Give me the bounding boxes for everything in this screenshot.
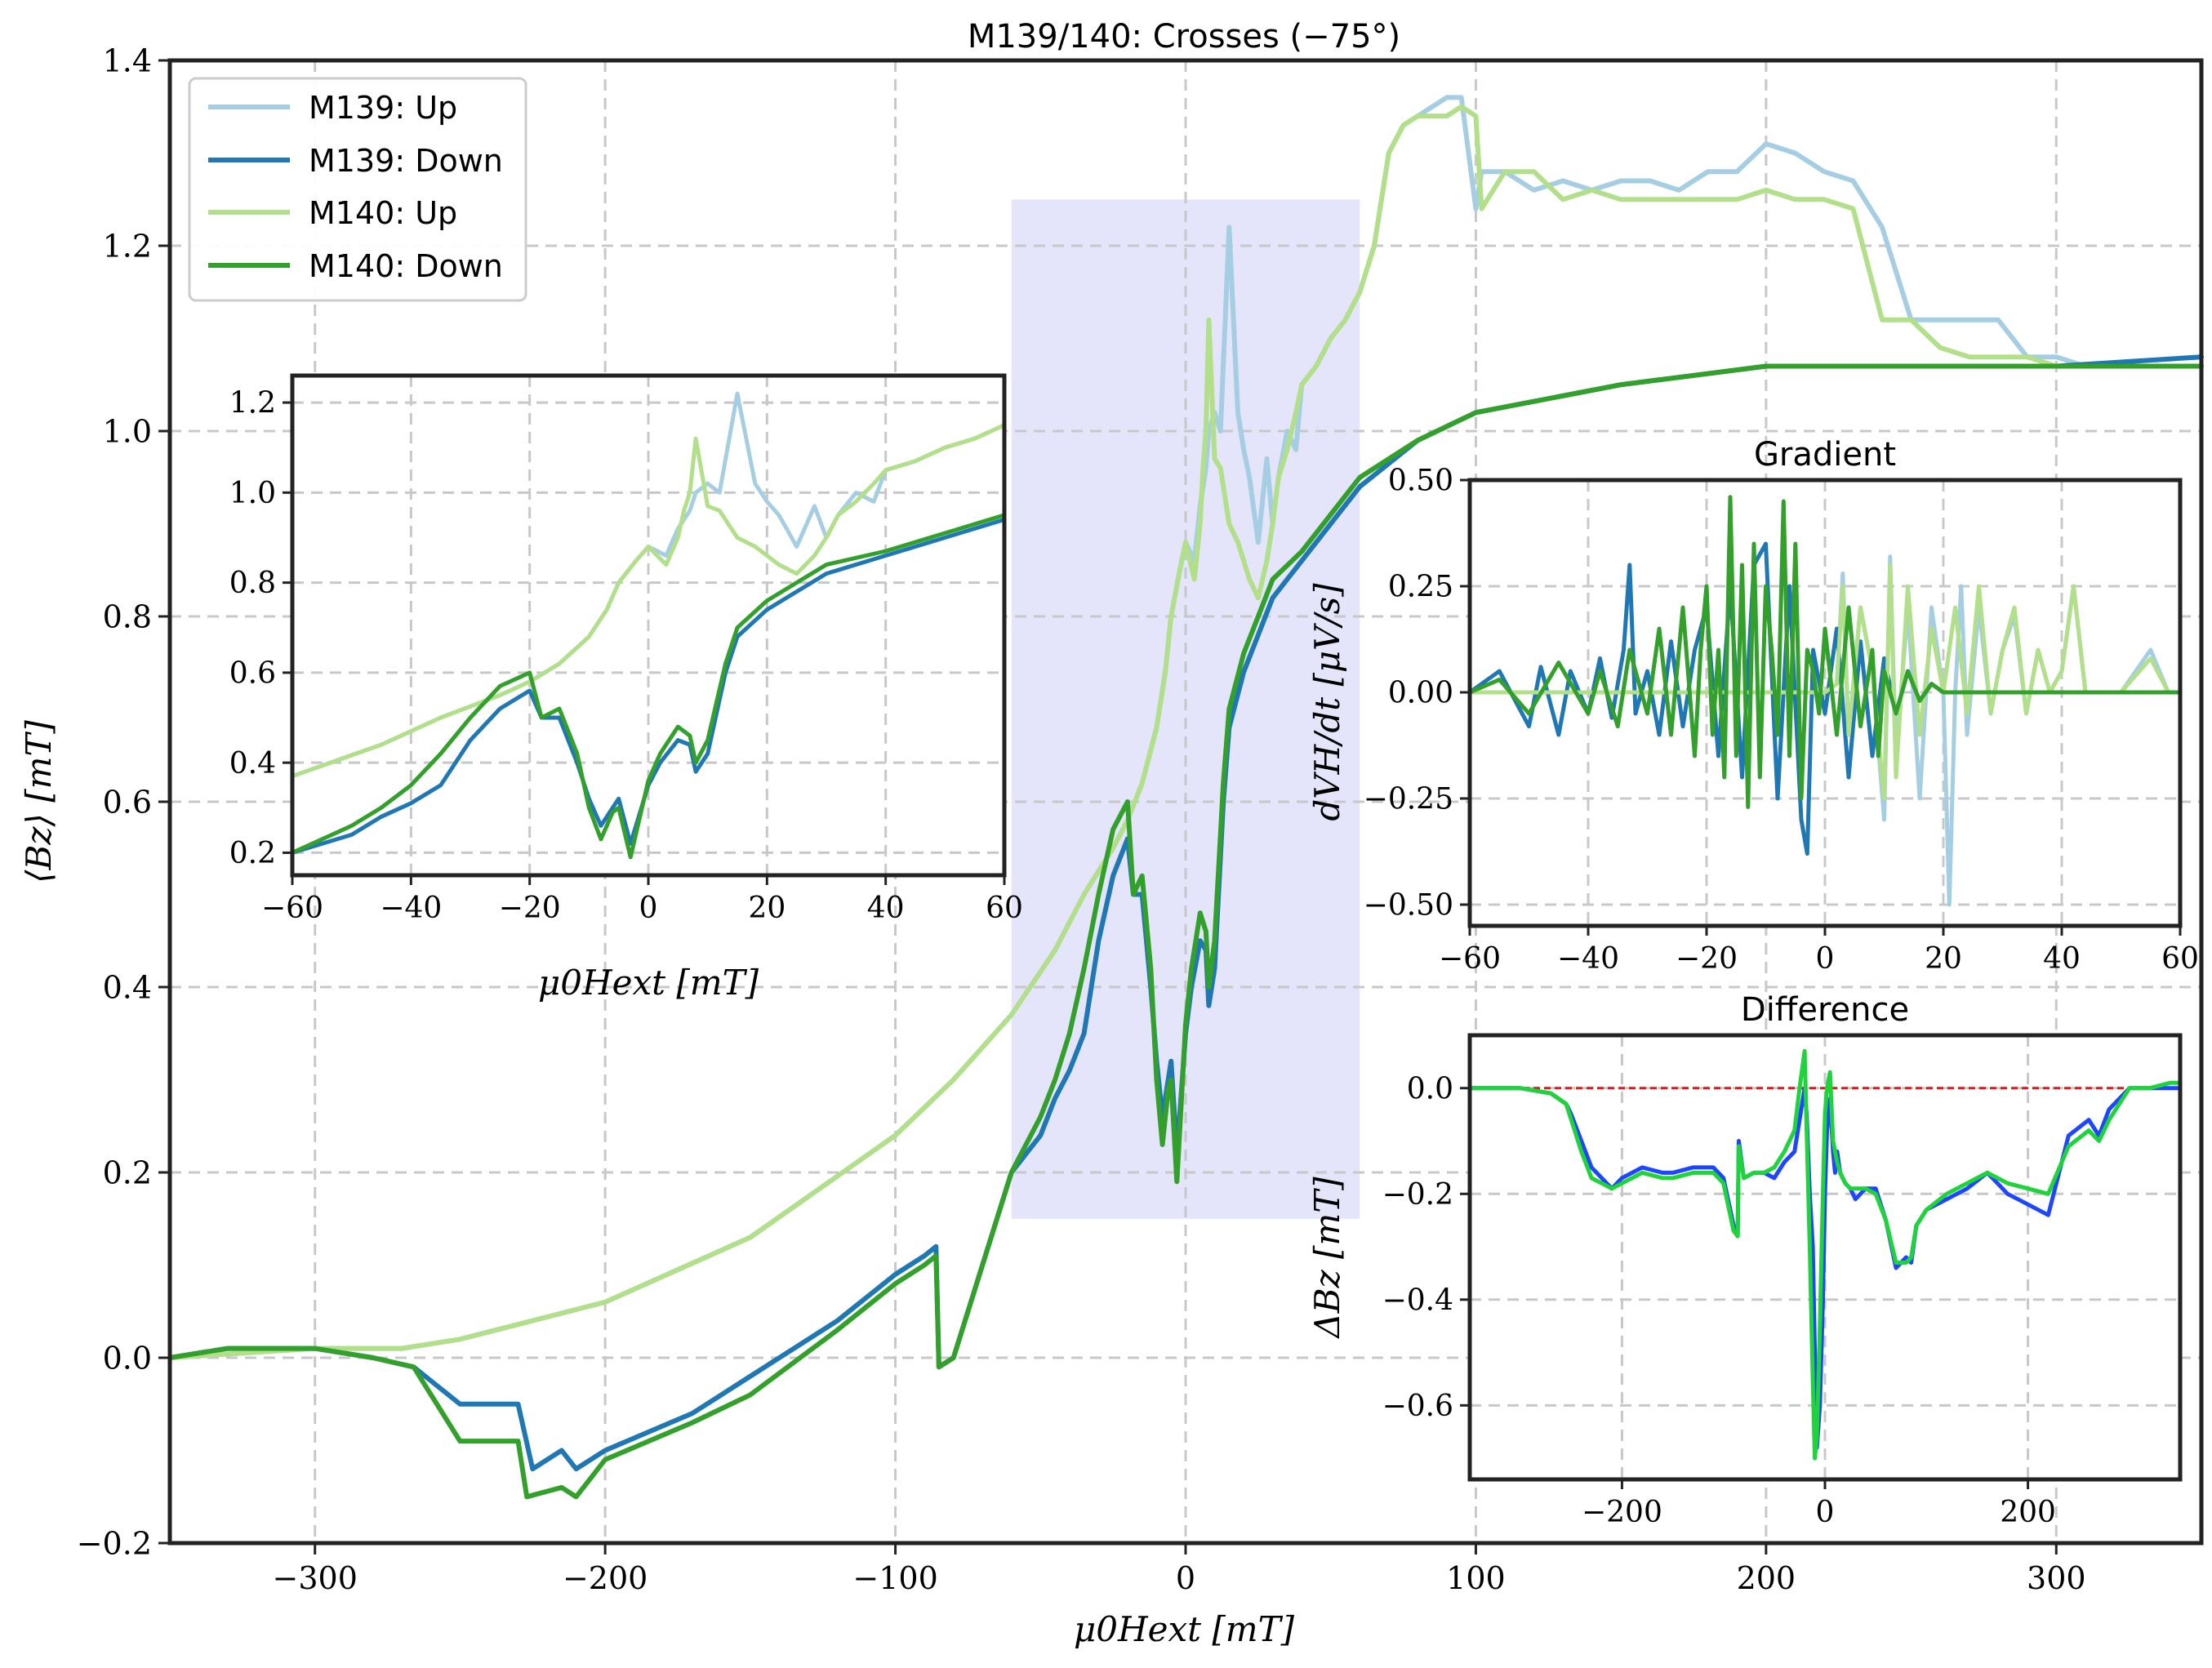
difference-ticks: −200 0 200 −0.6 −0.4 −0.2 0.0 bbox=[1382, 1072, 2056, 1529]
x-tick-label: 0 bbox=[1176, 1560, 1195, 1596]
legend-label-m139-up: M139: Up bbox=[309, 90, 457, 126]
chart-title: M139/140: Crosses (−75°) bbox=[968, 18, 1400, 56]
series-line-m140 bbox=[1467, 1048, 2183, 1461]
x-tick-label: 0 bbox=[1816, 1496, 1835, 1529]
main-ticks: −300 −200 −100 0 100 200 300−0.20.00.20.40.60.… bbox=[77, 42, 2086, 1596]
series-line-m140-up bbox=[290, 423, 1007, 779]
y-tick-label: 0.6 bbox=[103, 784, 152, 820]
y-tick-label: 1.0 bbox=[229, 477, 276, 510]
y-tick-label: 0.50 bbox=[1388, 465, 1453, 498]
y-tick-label: 0.25 bbox=[1388, 571, 1453, 604]
x-tick-label: −100 bbox=[852, 1560, 937, 1596]
y-tick-label: −0.4 bbox=[1382, 1283, 1453, 1317]
difference-series bbox=[1467, 1048, 2183, 1461]
y-tick-label: −0.50 bbox=[1364, 889, 1453, 923]
y-tick-label: 0.2 bbox=[229, 837, 276, 870]
x-tick-label: −40 bbox=[380, 892, 442, 925]
x-tick-label: 20 bbox=[1925, 942, 1962, 976]
x-tick-label: 0 bbox=[639, 892, 658, 925]
x-tick-label: −200 bbox=[563, 1560, 648, 1596]
gradient-series bbox=[1467, 495, 2183, 907]
zoom-x-axis-label: μ0Hext [mT] bbox=[538, 963, 759, 1003]
y-tick-label: 1.4 bbox=[103, 42, 152, 78]
x-tick-label: 100 bbox=[1446, 1560, 1506, 1596]
x-tick-label: −200 bbox=[1582, 1496, 1662, 1529]
series-line-m140-down bbox=[1467, 495, 2183, 809]
y-tick-label: −0.25 bbox=[1364, 783, 1453, 816]
x-tick-label: −20 bbox=[1676, 942, 1738, 976]
legend-box bbox=[188, 77, 527, 302]
y-tick-label: 0.8 bbox=[229, 567, 276, 600]
y-tick-label: −0.2 bbox=[77, 1525, 152, 1561]
y-tick-label: 0.6 bbox=[229, 656, 276, 690]
x-tick-label: −300 bbox=[273, 1560, 358, 1596]
x-tick-label: −20 bbox=[499, 892, 561, 925]
x-tick-label: 20 bbox=[748, 892, 786, 925]
x-tick-label: 300 bbox=[2027, 1560, 2086, 1596]
gradient-inset: −60 −40 −20 0 20 40 60 −0.50 −0.25 0.00 0.25 0.50 G… bbox=[1307, 436, 2199, 976]
main-series bbox=[167, 95, 2204, 1500]
zoom-series bbox=[290, 391, 1007, 860]
zoom-inset: −60 −40 −20 0 20 40 60 0.2 0.4 0.6 0.8 1.0 1.2 μ0Hex… bbox=[229, 373, 1023, 1003]
legend: M139: Up M139: Down M140: Up M140: Down bbox=[188, 77, 527, 302]
main-x-axis-label: μ0Hext [mT] bbox=[1074, 1609, 1295, 1649]
y-tick-label: 0.8 bbox=[103, 598, 152, 634]
x-tick-label: −40 bbox=[1557, 942, 1619, 976]
gradient-ticks: −60 −40 −20 0 20 40 60 −0.50 −0.25 0.00 0.25 0.50 bbox=[1364, 465, 2199, 976]
x-tick-label: 40 bbox=[2043, 942, 2081, 976]
difference-y-axis-label: ΔBz [mT] bbox=[1307, 1176, 1347, 1340]
series-line-m139-down bbox=[290, 517, 1007, 855]
x-tick-label: 200 bbox=[2000, 1496, 2056, 1529]
y-tick-label: 1.0 bbox=[103, 413, 152, 449]
x-tick-label: 200 bbox=[1737, 1560, 1796, 1596]
x-tick-label: −60 bbox=[1439, 942, 1501, 976]
series-line-m140-up bbox=[167, 104, 2204, 1360]
main-y-axis-label: ⟨Bz⟩ [mT] bbox=[19, 720, 59, 883]
x-tick-label: −60 bbox=[261, 892, 323, 925]
y-tick-label: 0.00 bbox=[1388, 677, 1453, 710]
legend-label-m139-down: M139: Down bbox=[309, 143, 503, 179]
x-tick-label: 60 bbox=[986, 892, 1023, 925]
gradient-title: Gradient bbox=[1754, 436, 1896, 474]
y-tick-label: 1.2 bbox=[229, 387, 276, 420]
y-tick-label: 0.4 bbox=[229, 747, 276, 781]
y-tick-label: 0.4 bbox=[103, 969, 152, 1005]
legend-label-m140-up: M140: Up bbox=[309, 195, 457, 231]
x-tick-label: 40 bbox=[867, 892, 905, 925]
y-tick-label: −0.2 bbox=[1382, 1178, 1453, 1212]
y-tick-label: 1.2 bbox=[103, 228, 152, 264]
y-tick-label: 0.0 bbox=[1407, 1072, 1453, 1105]
x-tick-label: 0 bbox=[1816, 942, 1835, 976]
series-line-m140-down bbox=[290, 513, 1007, 860]
legend-label-m140-down: M140: Down bbox=[309, 248, 503, 284]
zoom-ticks: −60 −40 −20 0 20 40 60 0.2 0.4 0.6 0.8 1.0 1.2 bbox=[229, 387, 1023, 925]
x-tick-label: 60 bbox=[2161, 942, 2199, 976]
difference-title: Difference bbox=[1741, 991, 1909, 1029]
y-tick-label: −0.6 bbox=[1382, 1390, 1453, 1423]
y-tick-label: 0.0 bbox=[103, 1340, 152, 1376]
series-line-m140-down bbox=[167, 363, 2204, 1500]
difference-inset: −200 0 200 −0.6 −0.4 −0.2 0.0 Difference ΔBz [… bbox=[1307, 991, 2183, 1529]
y-tick-label: 0.2 bbox=[103, 1154, 152, 1190]
gradient-y-axis-label: dVH/dt [μV/s] bbox=[1307, 583, 1347, 821]
